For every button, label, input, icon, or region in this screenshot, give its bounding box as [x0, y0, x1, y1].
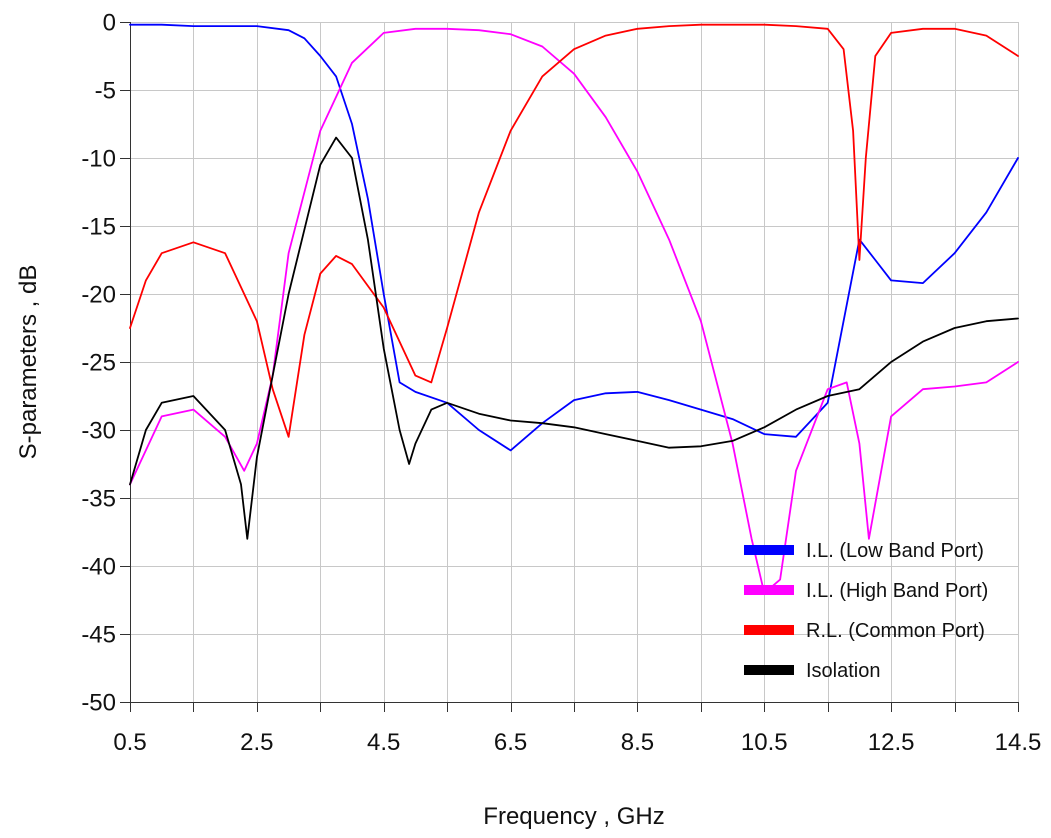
- x-tick-label: 14.5: [995, 729, 1042, 756]
- x-axis-title: Frequency , GHz: [483, 803, 664, 830]
- y-tick-label: -40: [81, 554, 116, 581]
- y-tick-label: -50: [81, 690, 116, 717]
- series-line-3: [129, 136, 1019, 540]
- x-tick-label: 6.5: [494, 729, 527, 756]
- legend-label-2: R.L. (Common Port): [806, 620, 985, 642]
- x-tick-label: 0.5: [113, 729, 146, 756]
- y-tick-label: -20: [81, 282, 116, 309]
- legend-swatch-0: [744, 545, 794, 555]
- legend-swatch-1: [744, 585, 794, 595]
- x-tick-label: 4.5: [367, 729, 400, 756]
- x-tick-label: 12.5: [868, 729, 915, 756]
- y-tick-label: -30: [81, 418, 116, 445]
- series-line-2: [129, 23, 1019, 438]
- x-tick-label: 8.5: [621, 729, 654, 756]
- y-tick-label: -10: [81, 146, 116, 173]
- series-line-0: [129, 23, 1019, 452]
- y-axis-title: S-parameters , dB: [15, 265, 42, 460]
- series-layer: [129, 23, 1019, 595]
- legend-swatch-2: [744, 625, 794, 635]
- legend-label-0: I.L. (Low Band Port): [806, 540, 984, 562]
- legend-label-3: Isolation: [806, 660, 881, 682]
- y-tick-label: -25: [81, 350, 116, 377]
- legend-label-1: I.L. (High Band Port): [806, 580, 988, 602]
- axes-layer: 0.5 2.5 4.5 6.5 8.5 10.5 12.5 14.5 0 -5 -10 -15 -20 -…: [81, 10, 1041, 757]
- legend-swatch-3: [744, 665, 794, 675]
- y-tick-label: -15: [81, 214, 116, 241]
- x-tick-label: 10.5: [741, 729, 788, 756]
- legend: I.L. (Low Band Port) I.L. (High Band Port…: [744, 540, 988, 682]
- y-tick-label: -45: [81, 622, 116, 649]
- y-tick-label: 0: [103, 10, 116, 37]
- y-tick-label: -5: [95, 78, 116, 105]
- y-tick-label: -35: [81, 486, 116, 513]
- x-tick-label: 2.5: [240, 729, 273, 756]
